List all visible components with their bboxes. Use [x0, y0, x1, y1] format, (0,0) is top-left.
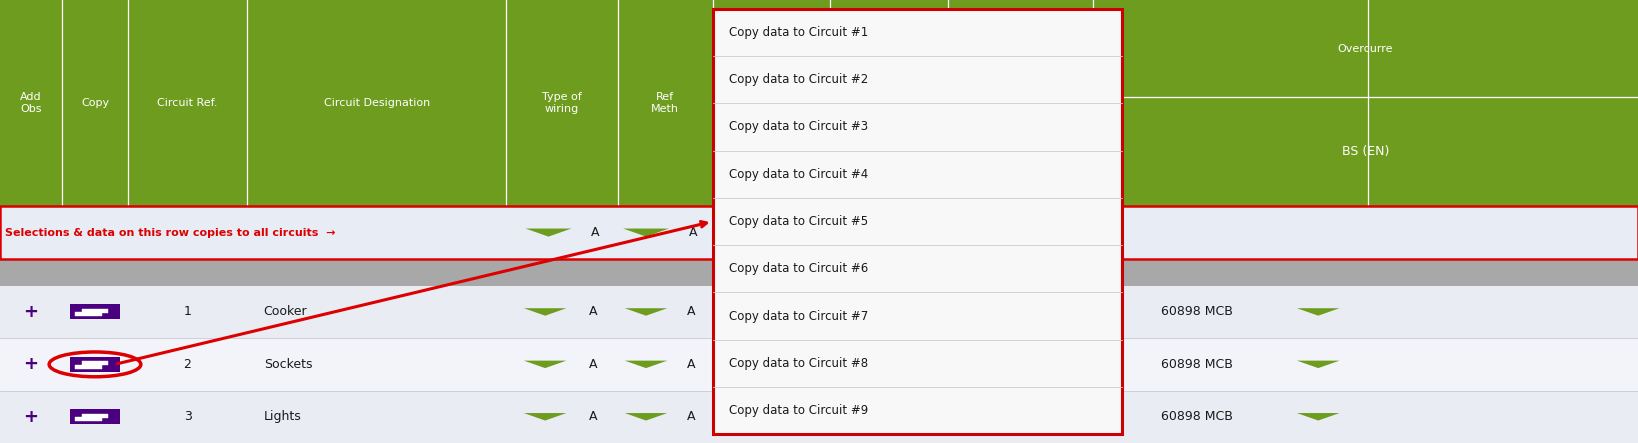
Polygon shape	[1297, 361, 1340, 368]
Text: 3: 3	[183, 410, 192, 424]
Text: Sockets: Sockets	[264, 358, 313, 371]
Text: A: A	[591, 226, 600, 239]
Bar	[70, 357, 120, 372]
Text: CPC mm²: CPC mm²	[865, 169, 914, 179]
Polygon shape	[624, 361, 667, 368]
Text: Type of
wiring: Type of wiring	[542, 92, 581, 114]
Text: Circuit Conductors
CSA: Circuit Conductors CSA	[780, 60, 881, 82]
Text: 60898 MCB: 60898 MCB	[1161, 305, 1233, 319]
Text: Copy data to Circuit #8: Copy data to Circuit #8	[729, 357, 868, 370]
Polygon shape	[624, 308, 667, 316]
Text: A: A	[588, 410, 598, 424]
Text: Circuit Ref.: Circuit Ref.	[157, 98, 218, 108]
Bar	[0, 0, 1638, 206]
Text: 0.4: 0.4	[980, 410, 999, 424]
Text: Overcurre: Overcurre	[1338, 44, 1392, 54]
Text: A: A	[588, 305, 598, 319]
Polygon shape	[750, 308, 793, 316]
Text: A: A	[688, 305, 696, 319]
Text: Copy data to Circuit #7: Copy data to Circuit #7	[729, 310, 868, 323]
Bar	[75, 365, 102, 369]
Text: A: A	[688, 410, 696, 424]
Polygon shape	[868, 361, 911, 368]
Text: Lights: Lights	[264, 410, 301, 424]
Text: Circuit Designation: Circuit Designation	[324, 98, 429, 108]
Polygon shape	[868, 413, 911, 420]
Polygon shape	[524, 361, 567, 368]
Text: Copy data to Circuit #1: Copy data to Circuit #1	[729, 26, 868, 39]
Text: +: +	[23, 355, 39, 373]
Text: Copy data to Circuit #6: Copy data to Circuit #6	[729, 262, 868, 275]
Text: Max disc.
time perm.: Max disc. time perm.	[989, 92, 1052, 114]
Polygon shape	[1030, 308, 1073, 316]
Polygon shape	[524, 308, 567, 316]
Bar	[0, 338, 1638, 391]
Polygon shape	[1030, 413, 1073, 420]
Polygon shape	[526, 229, 572, 237]
Bar	[82, 414, 108, 418]
Text: Copy data to Circuit #4: Copy data to Circuit #4	[729, 168, 868, 181]
Text: 60898 MCB: 60898 MCB	[1161, 410, 1233, 424]
Text: Ref
Meth: Ref Meth	[650, 92, 680, 114]
Bar	[82, 309, 108, 313]
Bar	[0, 286, 1638, 338]
Text: 0.4: 0.4	[980, 358, 999, 371]
Text: Cooker: Cooker	[264, 305, 308, 319]
Text: Copy data to Circuit #3: Copy data to Circuit #3	[729, 120, 868, 133]
Polygon shape	[868, 308, 911, 316]
Text: 2: 2	[183, 358, 192, 371]
Text: e mm²: e mm²	[755, 169, 788, 179]
Polygon shape	[622, 229, 668, 237]
Text: 1: 1	[183, 305, 192, 319]
Text: Copy data to Circuit #2: Copy data to Circuit #2	[729, 73, 868, 86]
Text: +: +	[23, 408, 39, 426]
Polygon shape	[750, 413, 793, 420]
Text: Selections & data on this row copies to all circuits  →: Selections & data on this row copies to …	[5, 228, 336, 237]
Polygon shape	[524, 413, 567, 420]
Text: 0.4: 0.4	[980, 305, 999, 319]
Bar	[713, 9, 1122, 434]
Polygon shape	[1297, 413, 1340, 420]
Bar	[70, 409, 120, 424]
Text: A: A	[690, 226, 698, 239]
Polygon shape	[1297, 308, 1340, 316]
Bar	[75, 417, 102, 421]
Text: Copy: Copy	[80, 98, 110, 108]
Text: 60898 MCB: 60898 MCB	[1161, 358, 1233, 371]
Bar	[0, 391, 1638, 443]
Bar	[0, 259, 1638, 286]
Bar	[0, 206, 1638, 259]
Text: A: A	[588, 358, 598, 371]
Text: +: +	[23, 303, 39, 321]
Text: Copy data to Circuit #9: Copy data to Circuit #9	[729, 404, 868, 417]
Bar	[82, 361, 108, 365]
Polygon shape	[1030, 361, 1073, 368]
Text: BS (EN): BS (EN)	[1342, 145, 1389, 158]
Text: Add
Obs: Add Obs	[20, 92, 43, 114]
Bar	[75, 312, 102, 316]
Polygon shape	[624, 413, 667, 420]
Bar	[0, 206, 1638, 259]
Polygon shape	[750, 361, 793, 368]
Text: Copy data to Circuit #5: Copy data to Circuit #5	[729, 215, 868, 228]
Bar	[70, 304, 120, 319]
Text: A: A	[688, 358, 696, 371]
